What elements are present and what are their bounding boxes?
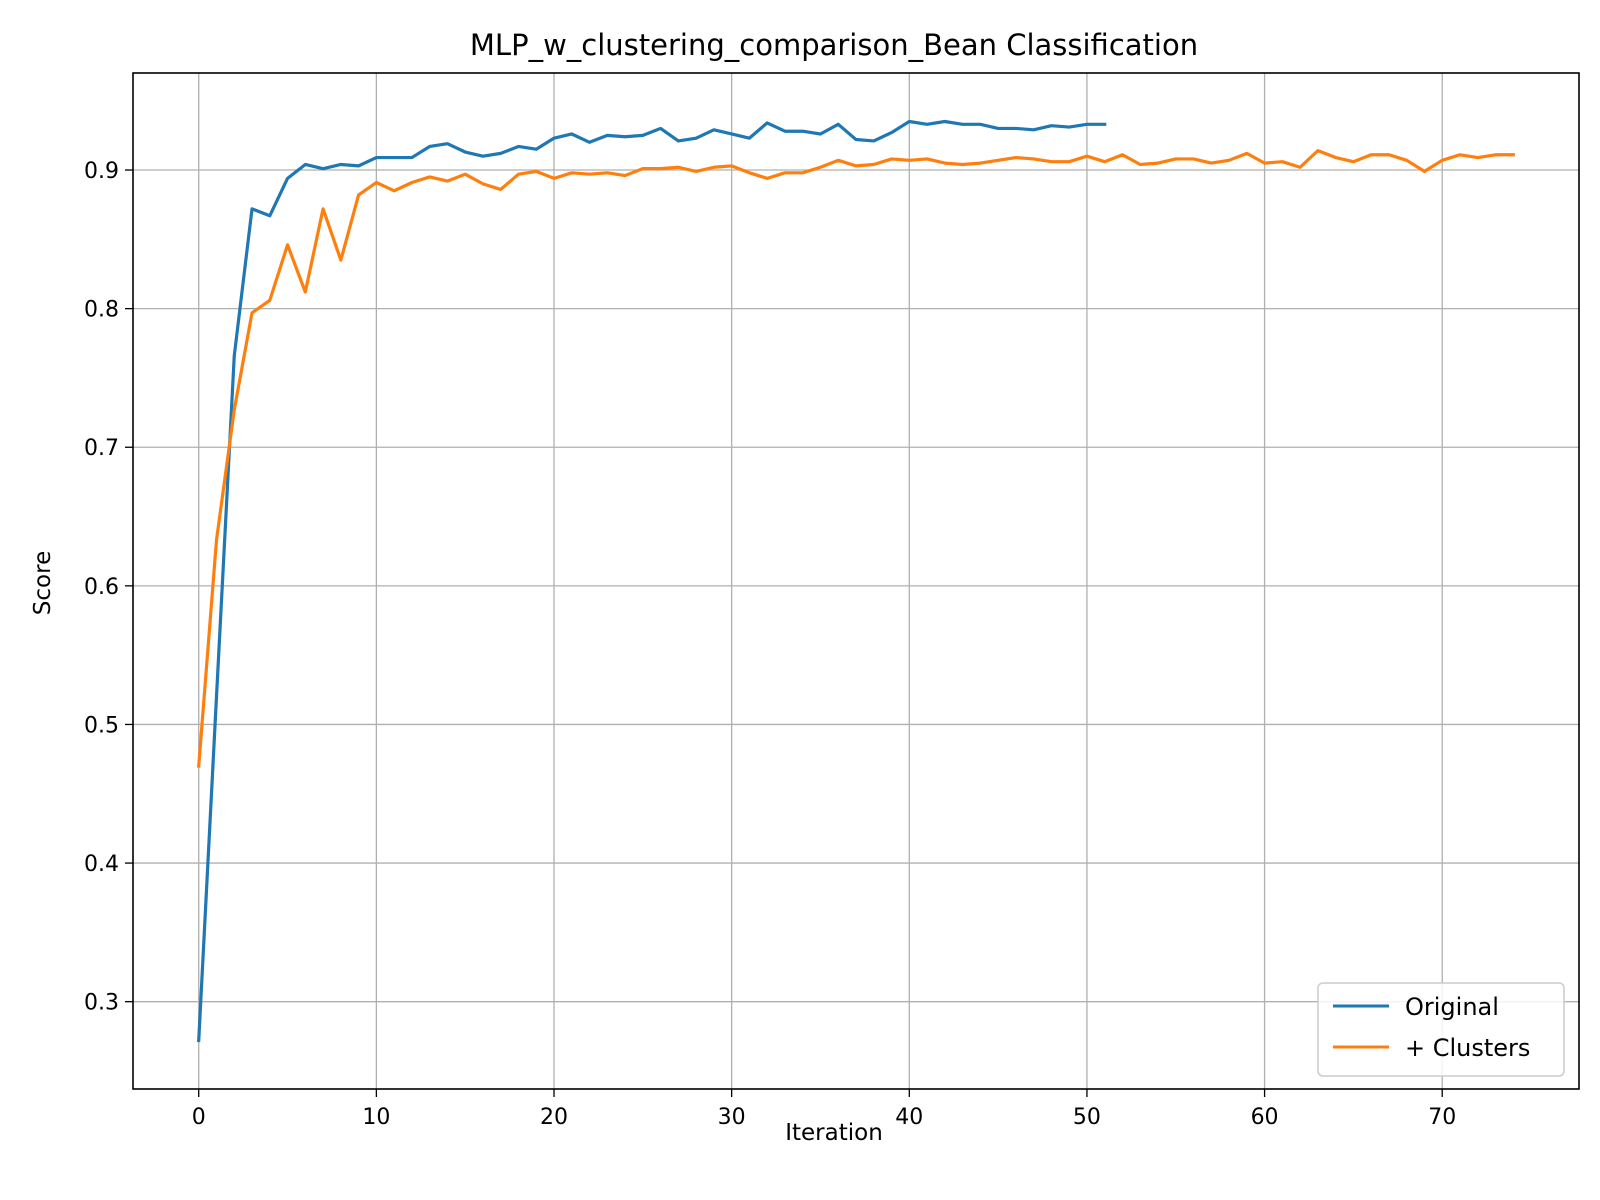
y-tick-label: 0.7 (84, 436, 119, 461)
y-tick-label: 0.5 (84, 713, 119, 738)
y-tick-label: 0.9 (84, 159, 119, 184)
y-tick-label: 0.4 (84, 852, 119, 877)
x-tick-label: 10 (362, 1105, 390, 1130)
series-lines (197, 119, 1515, 1043)
x-tick-label: 50 (1073, 1105, 1101, 1130)
x-tick-label: 40 (895, 1105, 923, 1130)
legend: Original + Clusters (1317, 982, 1565, 1077)
x-tick-label: 20 (540, 1105, 568, 1130)
y-tick-label: 0.6 (84, 575, 119, 600)
legend-label-original: Original (1405, 993, 1499, 1021)
y-axis-ticks: 0.3 0.4 0.5 0.6 0.7 0.8 0.9 (84, 159, 133, 1016)
x-axis-ticks: 0 10 20 30 40 50 60 70 (192, 1089, 1456, 1130)
legend-label-clusters: + Clusters (1405, 1034, 1530, 1062)
x-tick-label: 0 (192, 1105, 206, 1130)
grid (133, 73, 1579, 1089)
x-tick-label: 30 (718, 1105, 746, 1130)
chart-title: MLP_w_clustering_comparison_Bean Classif… (470, 28, 1198, 62)
x-tick-label: 60 (1251, 1105, 1279, 1130)
y-axis-label: Score (30, 551, 56, 615)
plot-frame (132, 72, 1580, 1090)
y-tick-label: 0.8 (84, 298, 119, 323)
x-tick-label: 70 (1428, 1105, 1456, 1130)
y-tick-label: 0.3 (84, 991, 119, 1016)
series-line-clusters (197, 149, 1515, 768)
series-line-original (197, 119, 1107, 1043)
x-axis-label: Iteration (785, 1120, 883, 1146)
